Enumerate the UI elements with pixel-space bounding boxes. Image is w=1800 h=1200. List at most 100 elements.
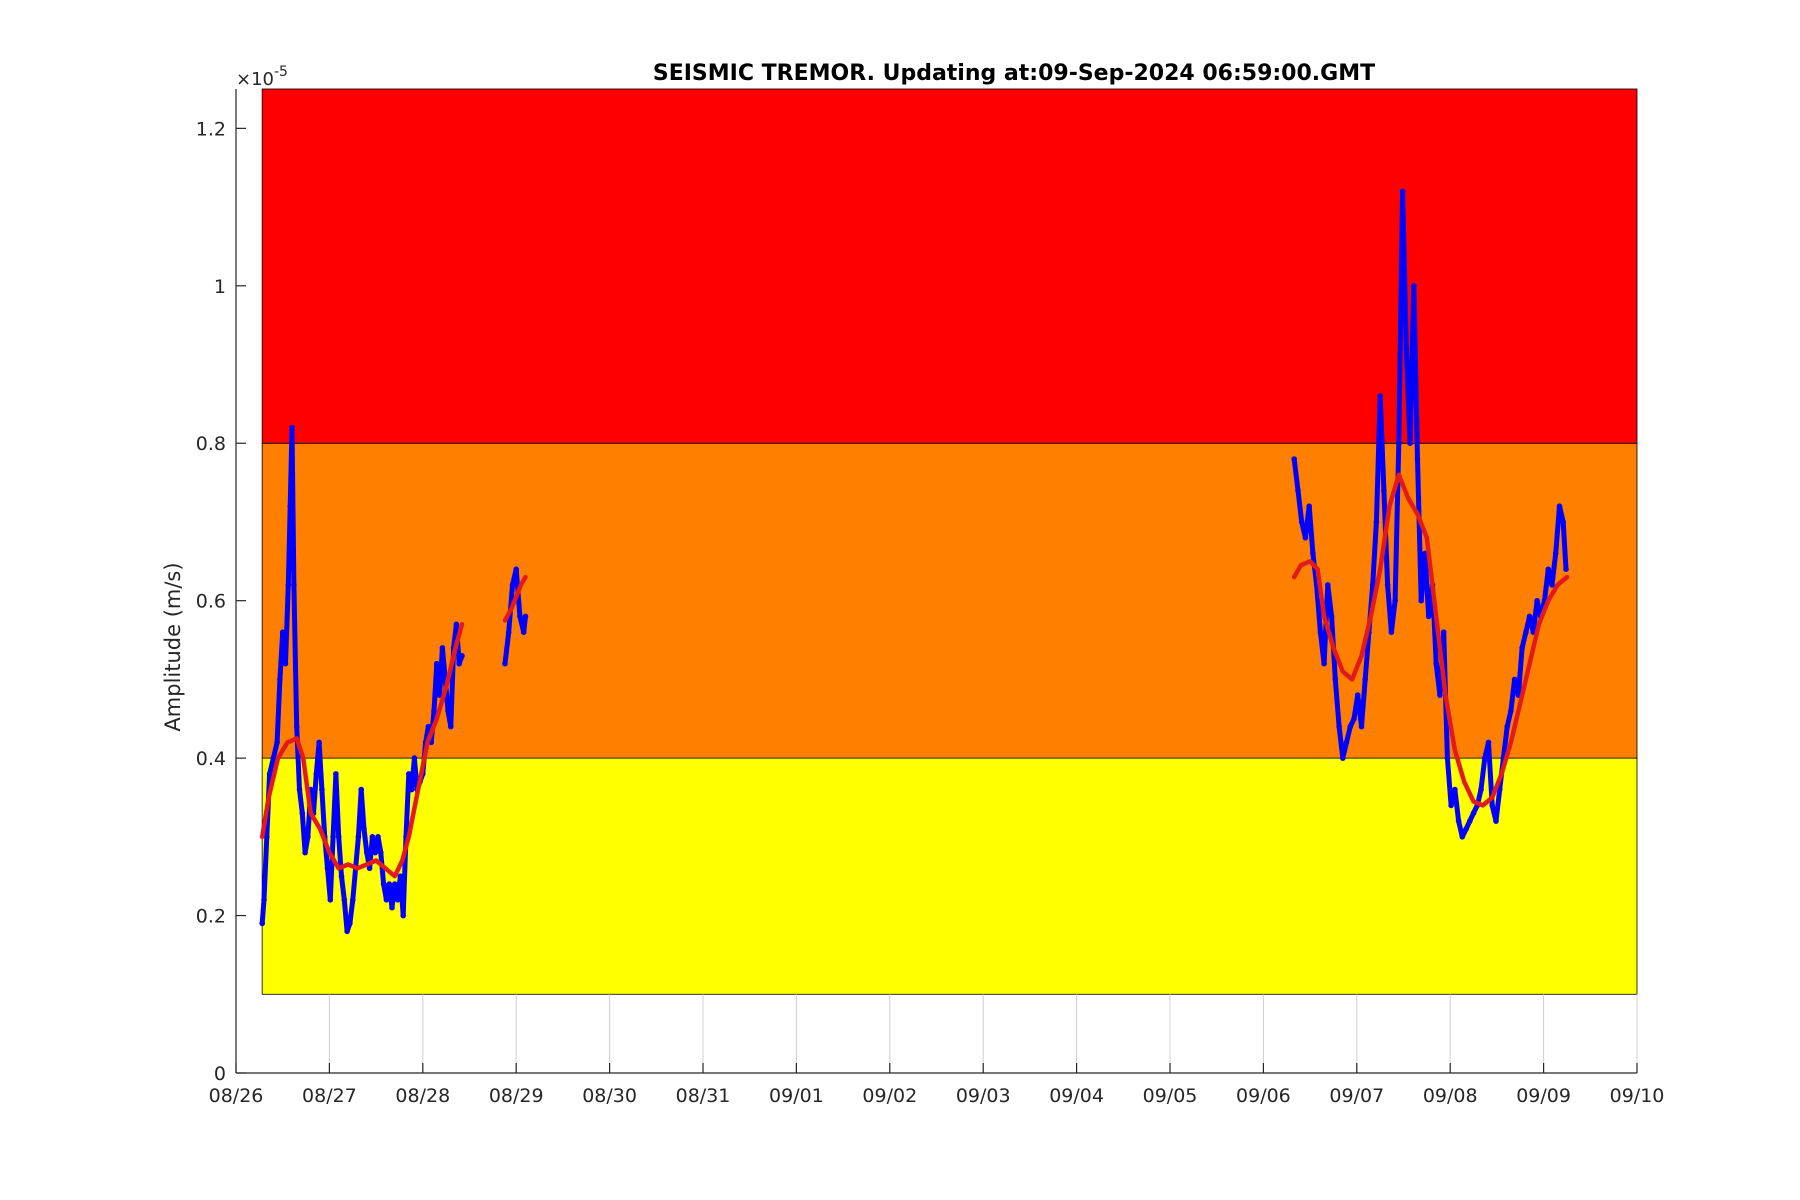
raw-point [1321,660,1327,667]
y-tick-label: 1 [214,276,226,298]
raw-point [448,723,454,730]
raw-point [453,621,460,628]
raw-point [364,849,370,856]
y-exponent-base: ×10 [236,69,274,90]
raw-point [274,739,280,746]
raw-point [313,771,320,777]
raw-point [1336,723,1342,730]
raw-point [513,566,519,572]
raw-point [1384,582,1391,588]
raw-point [1317,629,1324,635]
band-high [261,88,1638,444]
y-tick-label: 0.6 [196,591,226,613]
raw-point [366,865,373,872]
x-grid [328,994,1638,1073]
raw-point [1396,440,1402,447]
raw-point [1358,723,1365,730]
y-tick-label: 1.2 [196,118,226,140]
raw-point [1295,487,1301,494]
smoothed-series [259,472,1570,879]
raw-point [1325,582,1331,588]
raw-point [1463,826,1469,832]
raw-point [389,904,395,911]
raw-point [1403,346,1410,352]
raw-point [1440,629,1447,635]
raw-segment-3 [1291,188,1569,840]
x-tick-label: 08/27 [302,1085,357,1107]
x-ticks: 08/26 08/27 08/28 08/29 08/30 08/31 09/01 09/02… [209,1063,1665,1107]
raw-point [319,786,325,793]
smoothed-segment-3 [1291,472,1570,808]
raw-point [505,629,512,635]
raw-point [1482,755,1488,761]
raw-point [1328,613,1335,620]
raw-point [302,849,308,856]
raw-point [378,849,384,856]
raw-point [1467,818,1473,824]
x-tick-label: 08/30 [582,1085,637,1107]
raw-point [296,786,303,793]
raw-point [1526,613,1533,620]
raw-point [431,708,437,714]
raw-point [350,897,356,903]
raw-point [1519,645,1525,651]
raw-point [1511,676,1518,683]
raw-point [1340,755,1346,761]
raw-point [305,834,311,840]
raw-point [1388,629,1395,635]
y-exponent-power: -5 [274,64,288,80]
raw-series [259,188,1569,935]
raw-point [264,834,270,840]
x-tick-label: 09/01 [769,1085,824,1107]
raw-point [375,834,381,840]
alert-bands [261,88,1638,995]
raw-point [1549,582,1555,588]
raw-point [1399,188,1406,195]
raw-point [456,660,463,667]
raw-point [333,771,339,777]
x-tick-label: 09/02 [862,1085,917,1107]
raw-point [1291,456,1297,462]
raw-point [335,834,342,840]
y-axis-label: Amplitude (m/s) [161,562,185,731]
raw-point [1392,597,1398,604]
y-tick-label: 0.2 [196,906,226,928]
raw-point [1381,487,1387,494]
band-low [261,757,1638,995]
raw-point [520,629,527,635]
raw-point [400,912,407,919]
raw-point [266,771,273,777]
raw-point [509,582,516,588]
raw-point [1310,550,1316,557]
raw-point [1347,723,1354,730]
raw-point [358,786,365,793]
raw-point [459,653,465,659]
y-tick-label: 0.4 [196,748,226,770]
y-ticks: 0 0.2 0.4 0.6 0.8 1 1.2 [196,118,246,1085]
x-tick-label: 09/07 [1329,1085,1384,1107]
raw-point [1523,629,1529,635]
raw-point [1351,716,1357,722]
raw-point [369,834,376,840]
raw-point [293,723,300,730]
raw-point [1362,676,1368,683]
x-tick-label: 09/03 [956,1085,1011,1107]
x-tick-label: 08/31 [676,1085,731,1107]
raw-point [392,881,398,887]
raw-point [1306,503,1312,510]
raw-point [338,873,345,879]
x-tick-label: 09/10 [1610,1085,1665,1107]
raw-point [279,629,286,635]
x-tick-label: 08/29 [489,1085,544,1107]
raw-point [411,755,418,761]
x-tick-label: 08/28 [395,1085,450,1107]
raw-point [1455,818,1462,824]
raw-point [445,708,451,714]
raw-point [380,881,387,887]
smoothed-segment-1 [259,622,465,879]
raw-point [270,755,277,761]
x-tick-label: 09/09 [1516,1085,1571,1107]
raw-point [1560,519,1566,525]
raw-point [425,723,432,730]
